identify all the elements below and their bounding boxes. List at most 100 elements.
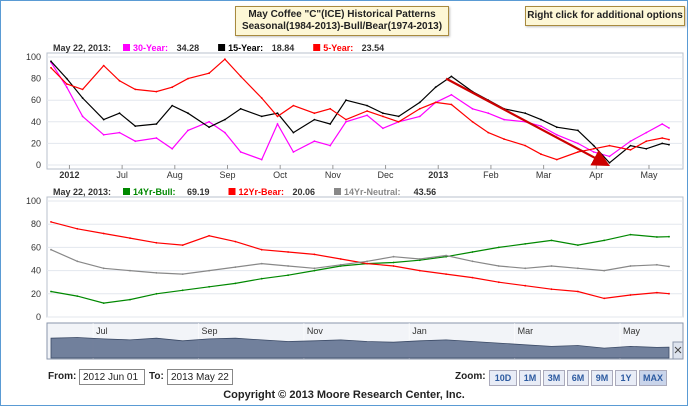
data-point xyxy=(313,269,316,272)
data-point xyxy=(382,112,384,115)
data-point xyxy=(471,251,474,253)
data-point xyxy=(276,115,279,118)
data-point xyxy=(434,101,437,104)
data-point xyxy=(187,112,189,115)
data-point xyxy=(592,151,595,153)
data-point xyxy=(592,144,595,147)
data-point xyxy=(418,269,421,272)
data-point xyxy=(366,114,368,117)
data-point xyxy=(418,115,421,118)
data-point xyxy=(577,151,579,153)
bullbear-series xyxy=(50,221,670,304)
legend-label: 15-Year: xyxy=(228,43,263,53)
legend-value: 34.28 xyxy=(177,43,200,53)
legend-swatch xyxy=(313,44,321,51)
data-point xyxy=(366,104,368,107)
legend-value: 69.19 xyxy=(187,187,210,197)
navigator-tick-label: Jan xyxy=(412,326,427,336)
data-point xyxy=(645,147,648,150)
y-tick-label: 20 xyxy=(31,138,41,148)
data-point xyxy=(260,248,263,251)
zoom-1y-button[interactable]: 1Y xyxy=(615,370,637,386)
data-point xyxy=(487,112,490,115)
y-tick-label: 80 xyxy=(31,219,41,229)
data-point xyxy=(292,151,295,153)
data-point xyxy=(65,77,68,80)
x-tick-label: 2013 xyxy=(428,170,448,180)
data-point xyxy=(668,138,670,141)
y-tick-label: 20 xyxy=(31,289,41,299)
data-point xyxy=(603,297,606,300)
data-point xyxy=(50,66,52,69)
data-point xyxy=(550,288,553,291)
data-point xyxy=(329,107,332,110)
right-click-hint[interactable]: Right click for additional options xyxy=(525,6,685,26)
legend-value: 23.54 xyxy=(362,43,385,53)
data-point xyxy=(239,107,242,110)
legend-label: 5-Year: xyxy=(323,43,353,53)
data-point xyxy=(155,292,158,295)
data-point xyxy=(656,291,658,294)
data-point xyxy=(366,262,368,265)
data-point xyxy=(129,298,131,301)
data-point xyxy=(445,254,447,257)
data-point xyxy=(224,131,226,134)
data-point xyxy=(577,290,579,293)
data-point xyxy=(76,227,79,230)
to-date-input[interactable]: 2013 May 22 xyxy=(167,369,233,385)
zoom-3m-button[interactable]: 3M xyxy=(543,370,565,386)
data-point xyxy=(668,265,670,268)
data-point xyxy=(239,151,242,153)
zoom-max-button[interactable]: MAX xyxy=(639,370,667,386)
data-point xyxy=(224,118,226,121)
data-point xyxy=(345,118,347,121)
data-point xyxy=(397,115,400,118)
zoom-1m-button[interactable]: 1M xyxy=(519,370,541,386)
data-point xyxy=(234,282,237,285)
x-tick-label: Mar xyxy=(536,170,552,180)
x-tick-label: Sep xyxy=(219,170,235,180)
zoom-6m-button[interactable]: 6M xyxy=(567,370,589,386)
legend-swatch xyxy=(123,44,130,51)
x-tick-label: May xyxy=(640,170,658,180)
data-point xyxy=(313,118,316,121)
navigator-area xyxy=(50,337,670,359)
legend-value: 20.06 xyxy=(293,187,316,197)
seasonal-plot-area xyxy=(46,52,684,170)
from-date-input[interactable]: 2012 Jun 01 xyxy=(79,369,145,385)
data-point xyxy=(540,118,542,121)
x-tick-label: Aug xyxy=(167,170,183,180)
data-point xyxy=(134,125,137,127)
y-tick-label: 60 xyxy=(31,242,41,252)
data-point xyxy=(155,137,158,139)
data-point xyxy=(392,261,395,264)
data-point xyxy=(260,158,263,161)
data-point xyxy=(50,60,52,63)
data-point xyxy=(329,123,332,125)
data-point xyxy=(102,302,105,304)
y-tick-label: 100 xyxy=(26,196,41,206)
data-point xyxy=(661,142,664,145)
data-point xyxy=(497,281,500,284)
data-point xyxy=(65,86,68,89)
navigator-area-fill xyxy=(50,337,670,359)
legend-swatch xyxy=(334,188,341,195)
data-point xyxy=(234,266,237,268)
data-point xyxy=(50,221,52,223)
expand-icon xyxy=(674,346,682,354)
data-point xyxy=(171,86,174,89)
data-point xyxy=(503,138,505,141)
data-point xyxy=(181,273,184,275)
data-point xyxy=(208,269,211,272)
data-point xyxy=(555,158,558,161)
y-tick-label: 40 xyxy=(31,117,41,127)
zoom-9m-button[interactable]: 9M xyxy=(591,370,613,386)
data-point xyxy=(181,244,184,247)
x-tick-label: Apr xyxy=(589,170,603,180)
navigator-tick-label: May xyxy=(623,326,641,336)
seasonal-y-axis: 0 20 40 60 80 100 xyxy=(26,52,41,170)
zoom-10d-button[interactable]: 10D xyxy=(489,370,517,386)
data-point xyxy=(292,131,295,134)
bullbear-y-axis: 0 20 40 60 80 100 xyxy=(26,196,41,322)
data-point xyxy=(668,127,670,129)
